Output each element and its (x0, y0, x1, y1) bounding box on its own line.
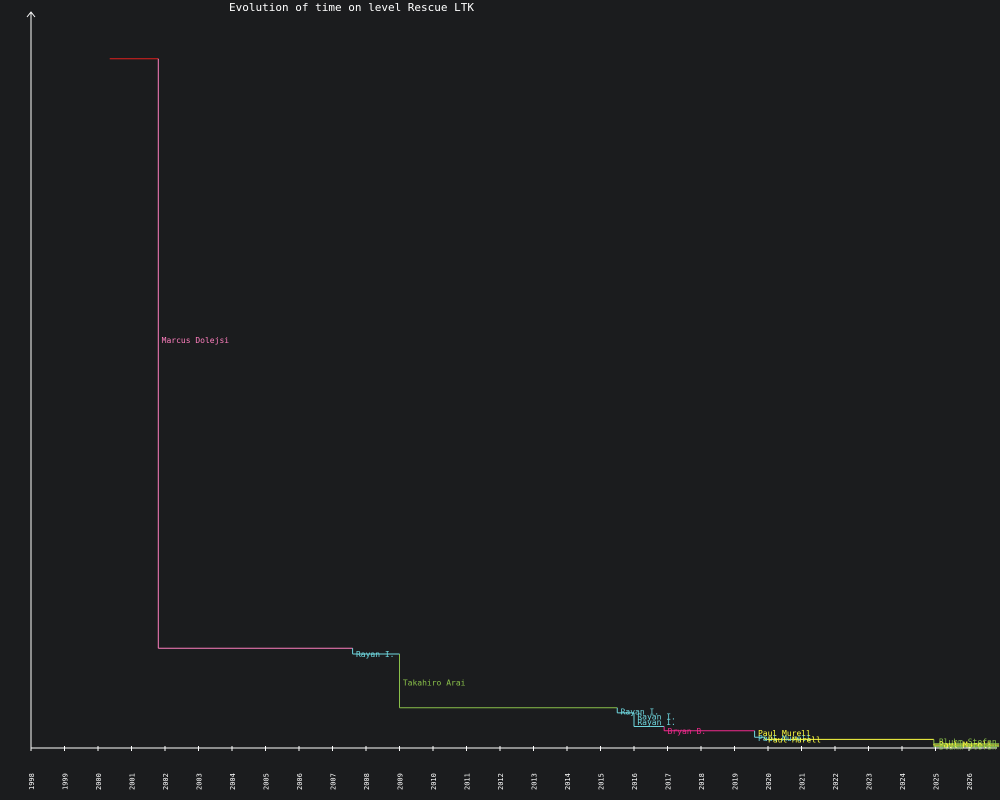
x-tick-label: 2014 (564, 773, 572, 790)
x-tick-label: 2026 (966, 773, 974, 790)
x-tick-label: 2010 (430, 773, 438, 790)
chart-axes: 1998 1999 2000 2001 2002 2003 2004 2005 2006 2007… (26, 11, 997, 790)
x-tick-label: 2011 (464, 773, 472, 790)
x-tick-label: 2009 (397, 773, 405, 790)
x-tick-label: 2024 (899, 773, 907, 790)
series-player-label: Rayan I. (621, 707, 660, 716)
x-tick-label: 2003 (196, 773, 204, 790)
x-tick-label: 1999 (62, 773, 70, 790)
chart-series-labels: Marcus Dolejsi Rayan I. Takahiro Arai Rayan… (162, 336, 997, 751)
x-tick-label: 2006 (296, 773, 304, 790)
x-tick-label: 2020 (765, 773, 773, 790)
x-tick-label: 2001 (129, 773, 137, 790)
chart-title: Evolution of time on level Rescue LTK (229, 1, 474, 14)
series-player-label: Rayan I. (637, 712, 676, 721)
x-tick-label: 2013 (531, 773, 539, 790)
x-tick-label: 2012 (497, 773, 505, 790)
x-tick-label: 2017 (665, 773, 673, 790)
series-player-label: Rayan I. (637, 718, 676, 727)
series-player-label: Bluhm Stefan (939, 743, 997, 752)
series-player-label: Paul Murell (939, 740, 992, 749)
x-tick-label: 2000 (95, 773, 103, 790)
x-tick-label: 2008 (363, 773, 371, 790)
series-player-label: Marcus Dolejsi (162, 336, 230, 345)
series-player-label: Rayan I. (356, 650, 395, 659)
series-player-label: Bluhm Stefan (939, 738, 997, 747)
x-tick-label: 2025 (933, 773, 941, 790)
series-player-label: Takahiro Arai (403, 679, 466, 688)
x-tick-label: 2002 (162, 773, 170, 790)
x-tick-label: 1998 (28, 773, 36, 790)
x-tick-label: 2015 (598, 773, 606, 790)
x-tick-label: 2016 (631, 773, 639, 790)
series-player-label: Bryan B. (668, 727, 707, 736)
x-tick-label: 2005 (263, 773, 271, 790)
x-tick-label: 2004 (229, 773, 237, 790)
y-axis-arrow (26, 11, 36, 18)
series-player-label: Paul Murell (758, 729, 811, 738)
series-player-label: Paul Murell (758, 734, 811, 743)
x-tick-label: 2018 (698, 773, 706, 790)
x-tick-label: 2007 (330, 773, 338, 790)
x-tick-label: 2022 (832, 773, 840, 790)
x-tick-label: 2023 (866, 773, 874, 790)
x-tick-label: 2021 (799, 773, 807, 790)
chart-series (109, 58, 1000, 748)
series-player-label: Paul Murell (768, 735, 821, 744)
x-tick-label: 2019 (732, 773, 740, 790)
